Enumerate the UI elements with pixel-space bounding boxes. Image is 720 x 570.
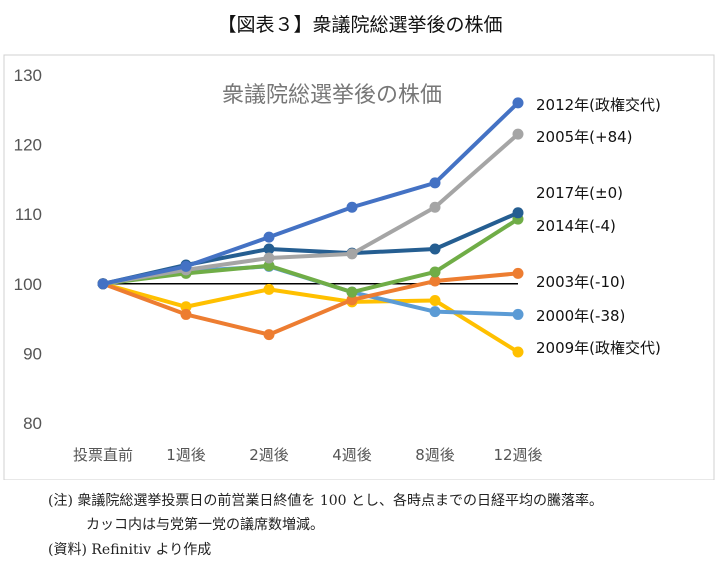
data-point <box>263 252 275 264</box>
data-point <box>180 301 192 313</box>
chart-title: 衆議院総選挙後の株価 <box>222 83 442 108</box>
figure-title: 【図表３】衆議院総選挙後の株価 <box>217 14 503 36</box>
x-tick-label: 1週後 <box>166 446 206 464</box>
series-line <box>102 101 520 286</box>
series-label: 2012年(政権交代) <box>536 96 661 114</box>
series-label: 2014年(-4) <box>536 217 616 235</box>
data-point <box>429 243 441 255</box>
x-tick-label: 4週後 <box>332 446 372 464</box>
series-label: 2000年(-38) <box>536 307 625 325</box>
series-line <box>102 132 520 286</box>
y-tick-label: 110 <box>15 205 42 224</box>
data-point <box>429 201 441 213</box>
data-point <box>429 306 441 318</box>
data-point <box>429 177 441 189</box>
chart-frame <box>3 54 715 480</box>
data-point <box>263 329 275 341</box>
data-point <box>97 278 109 290</box>
data-point <box>429 295 441 307</box>
data-point <box>263 243 275 255</box>
x-tick-label: 12週後 <box>493 446 542 464</box>
data-point <box>429 275 441 287</box>
data-point <box>429 266 441 278</box>
data-point <box>346 294 358 306</box>
source-note: (資料) Refinitiv より作成 <box>48 542 212 558</box>
data-point <box>346 286 358 298</box>
data-point <box>512 267 524 279</box>
data-point <box>512 207 524 219</box>
data-point <box>512 346 524 358</box>
series-line <box>102 271 519 337</box>
x-tick-label: 2週後 <box>249 446 289 464</box>
data-point <box>263 283 275 295</box>
data-point <box>263 231 275 243</box>
series-label: 2017年(±0) <box>536 184 623 202</box>
note-line-1: (注) 衆議院総選挙投票日の前営業日終値を 100 とし、各時点までの日経平均の… <box>48 493 603 509</box>
series-label: 2005年(+84) <box>536 128 633 146</box>
data-point <box>346 201 358 213</box>
y-tick-label: 130 <box>14 66 42 85</box>
y-tick-label: 120 <box>14 136 42 155</box>
data-point <box>512 97 524 109</box>
data-point <box>180 308 192 320</box>
y-tick-label: 90 <box>23 344 42 363</box>
line-chart: 80 90 100 110 120 130 投票直前 1週後 2週後 4週後 8週後 12週後 衆議院総… <box>3 54 715 480</box>
note-line-2: カッコ内は与党第一党の議席数増減。 <box>86 517 324 533</box>
x-tick-label: 8週後 <box>415 446 455 464</box>
data-point <box>512 308 524 320</box>
data-point <box>263 260 275 272</box>
series-line <box>102 217 520 295</box>
y-tick-label: 80 <box>23 414 42 433</box>
y-tick-label: 100 <box>14 275 42 294</box>
data-point <box>512 128 524 140</box>
series-label: 2003年(-10) <box>536 273 625 291</box>
data-point <box>346 248 358 260</box>
x-tick-label: 投票直前 <box>73 446 133 464</box>
data-point <box>180 260 192 272</box>
series-line <box>102 281 520 354</box>
series-label: 2009年(政権交代) <box>536 339 661 357</box>
